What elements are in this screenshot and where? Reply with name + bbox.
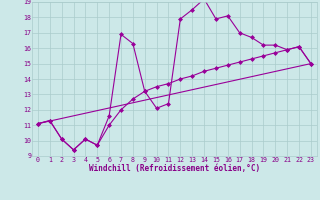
X-axis label: Windchill (Refroidissement éolien,°C): Windchill (Refroidissement éolien,°C)	[89, 164, 260, 173]
